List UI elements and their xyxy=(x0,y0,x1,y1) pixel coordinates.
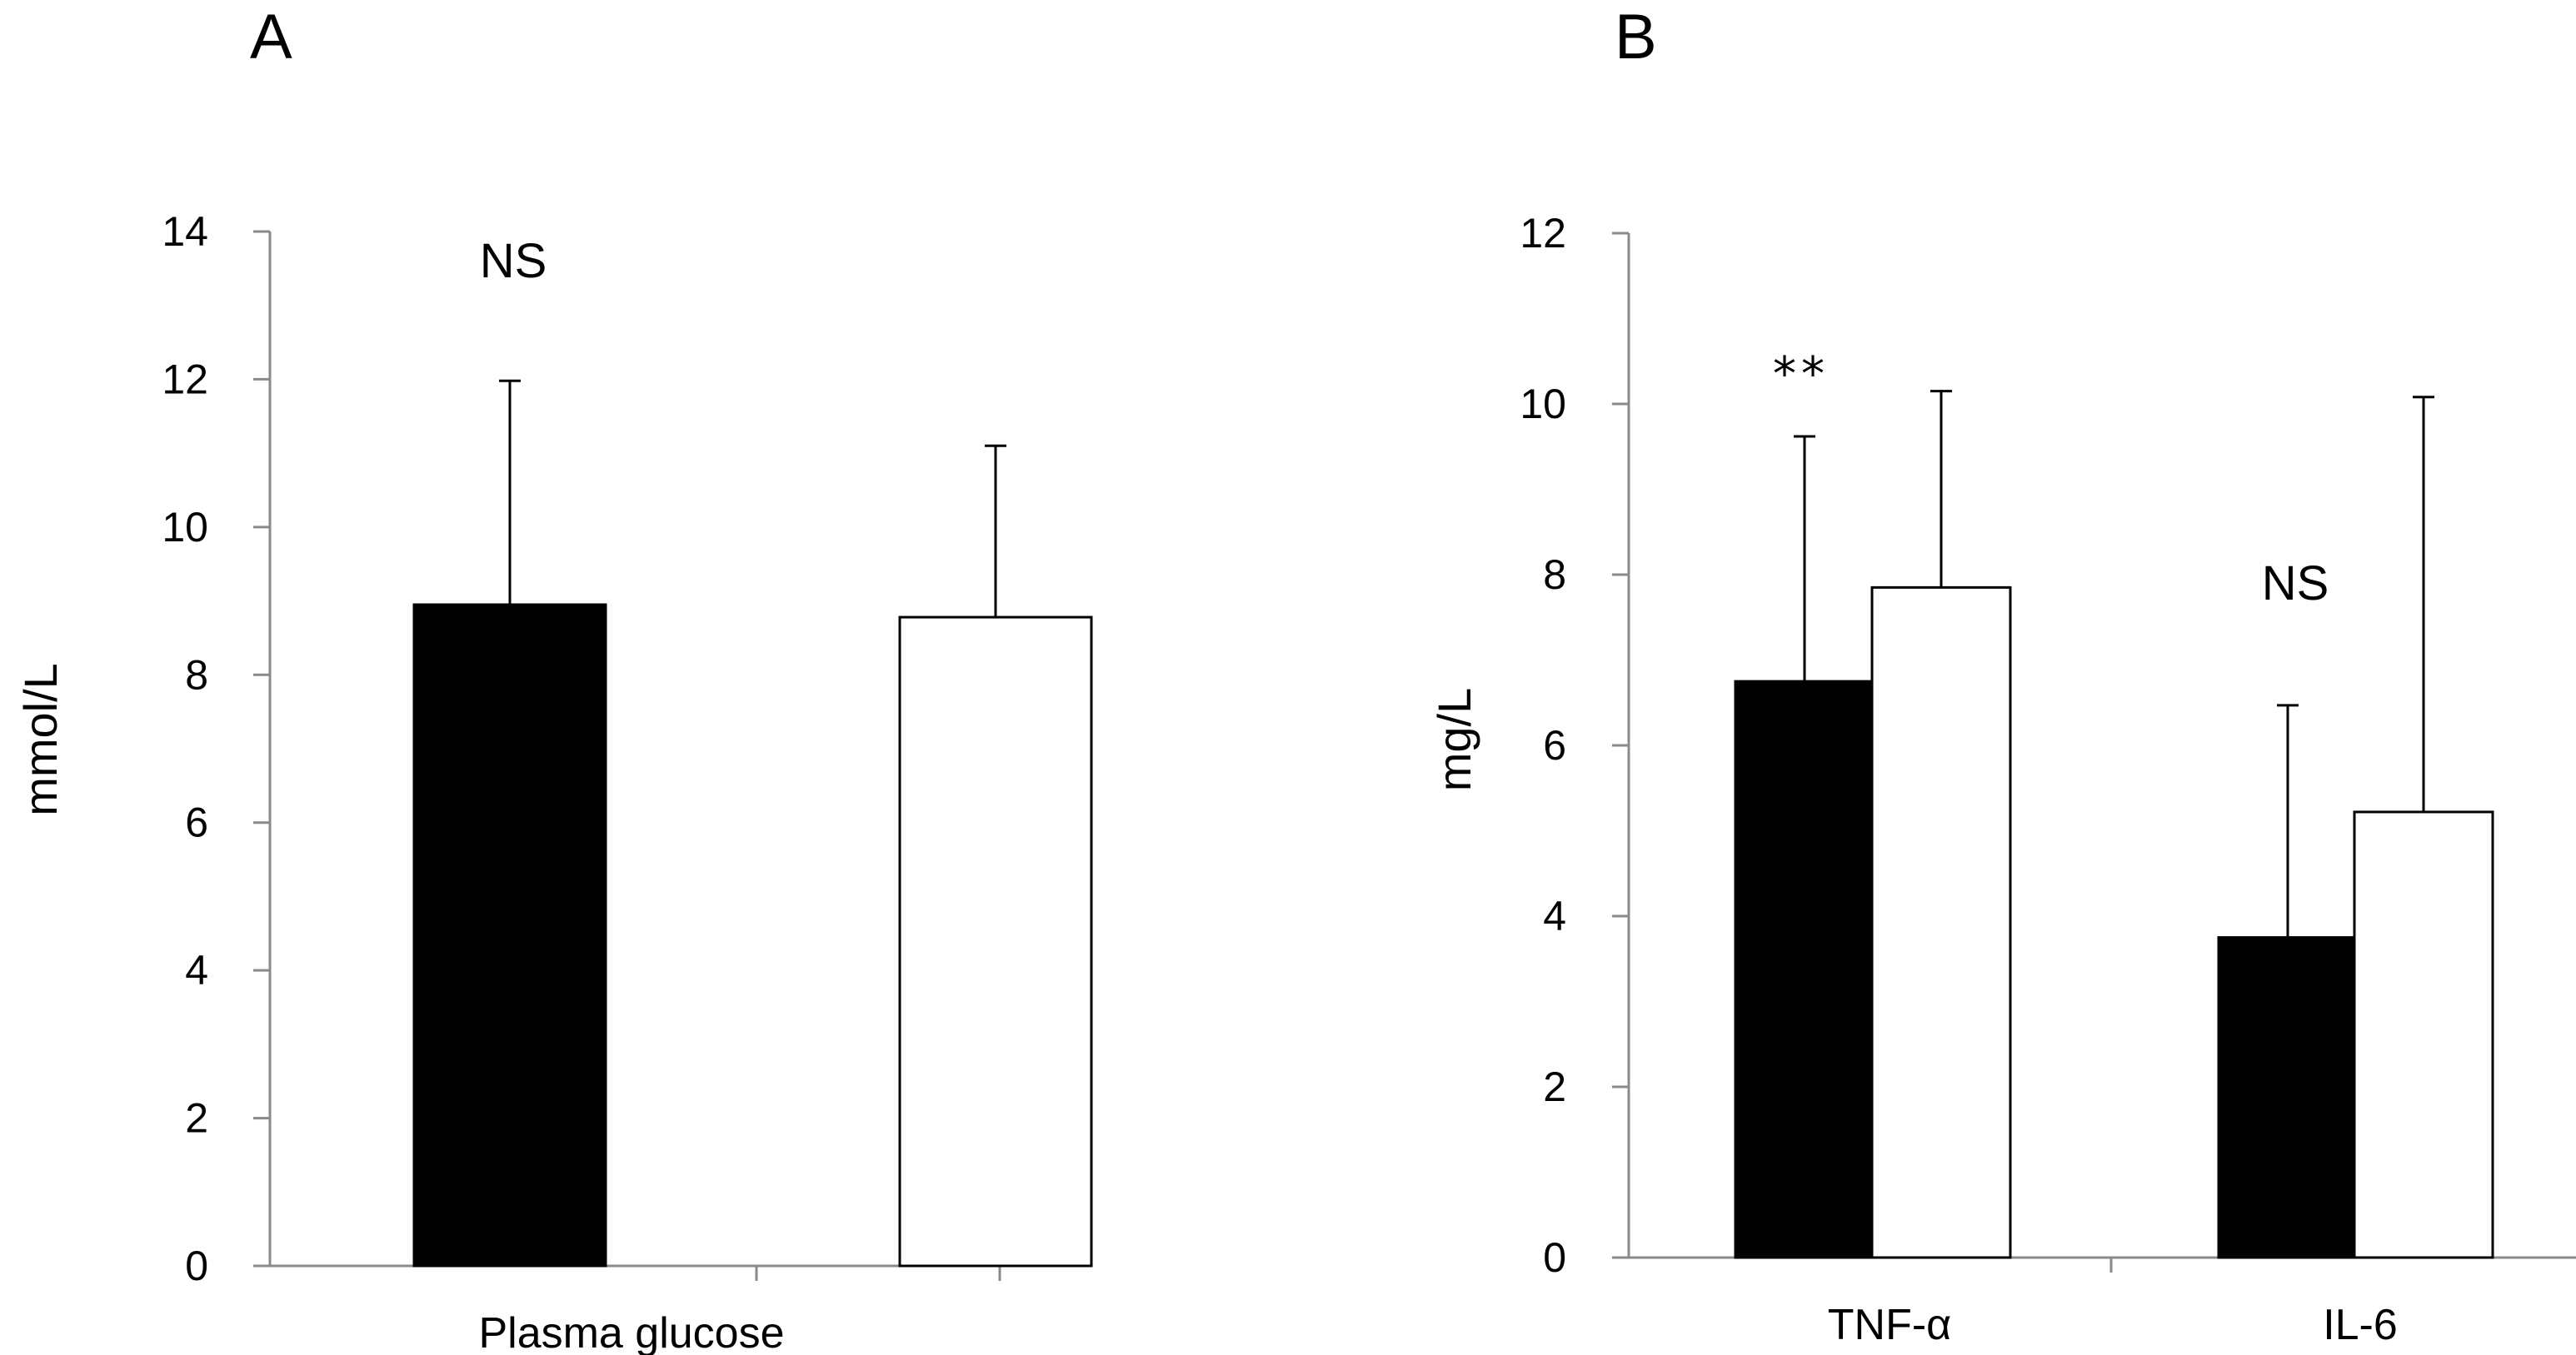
panel-b-y-tick-label: 6 xyxy=(1543,722,1566,769)
panel-b-label: B xyxy=(1615,2,1657,72)
panel-a-bars xyxy=(412,379,1093,1268)
panel-a-y-axis-title: mmol/L xyxy=(14,663,67,816)
panel-a-y-tick-label: 8 xyxy=(185,651,208,698)
panel-b-y-axis-title: mg/L xyxy=(1428,688,1480,792)
panel-b-category-label-il6: IL-6 xyxy=(2323,1301,2398,1349)
panel-a-bar-open xyxy=(898,615,1093,1268)
panel-a-y-tick-label: 4 xyxy=(185,947,208,994)
panel-a-bar-filled xyxy=(412,603,607,1268)
panel-a-y-tick-label: 0 xyxy=(185,1243,208,1289)
panel-a-label: A xyxy=(250,2,292,72)
panel-a-y-tick-label: 10 xyxy=(162,504,208,550)
panel-b-y-tick-label: 12 xyxy=(1520,210,1566,257)
panel-b-category-label-tnf: TNF-α xyxy=(1828,1301,1951,1349)
panel-b-y-tick-label: 8 xyxy=(1543,551,1566,598)
panel-a-y-ticks: 0 2 4 6 8 10 12 14 xyxy=(162,208,270,1289)
panel-b-y-tick-label: 2 xyxy=(1543,1064,1566,1110)
panel-a: A mmol/L 0 2 4 6 8 10 12 14 Plasma glucose NS xyxy=(14,2,1093,1355)
panel-b-bar-filled xyxy=(1734,680,1875,1259)
panel-b-y-tick-label: 4 xyxy=(1543,893,1566,939)
panel-a-y-tick-label: 14 xyxy=(162,208,208,255)
panel-b-bar-open xyxy=(2353,810,2494,1259)
panel-b-bar-filled xyxy=(2217,936,2359,1259)
panel-b-bar-open xyxy=(1870,585,2012,1259)
panel-b-y-tick-label: 10 xyxy=(1520,381,1566,427)
panel-b-bars xyxy=(1734,390,2494,1259)
panel-b-y-ticks: 0 2 4 6 8 10 12 xyxy=(1520,210,1629,1281)
panel-a-y-tick-label: 12 xyxy=(162,356,208,402)
panel-b: B mg/L 0 2 4 6 8 10 12 TNF-α IL-6 ** NS xyxy=(1428,2,2576,1349)
panel-a-y-tick-label: 2 xyxy=(185,1095,208,1142)
panel-b-significance-label-tnf: ** xyxy=(1773,347,1830,401)
panel-b-y-tick-label: 0 xyxy=(1543,1234,1566,1281)
panel-a-category-label: Plasma glucose xyxy=(478,1309,784,1355)
panel-b-significance-label-il6: NS xyxy=(2262,556,2329,610)
panel-a-y-tick-label: 6 xyxy=(185,800,208,846)
panel-a-significance-label: NS xyxy=(480,234,547,288)
